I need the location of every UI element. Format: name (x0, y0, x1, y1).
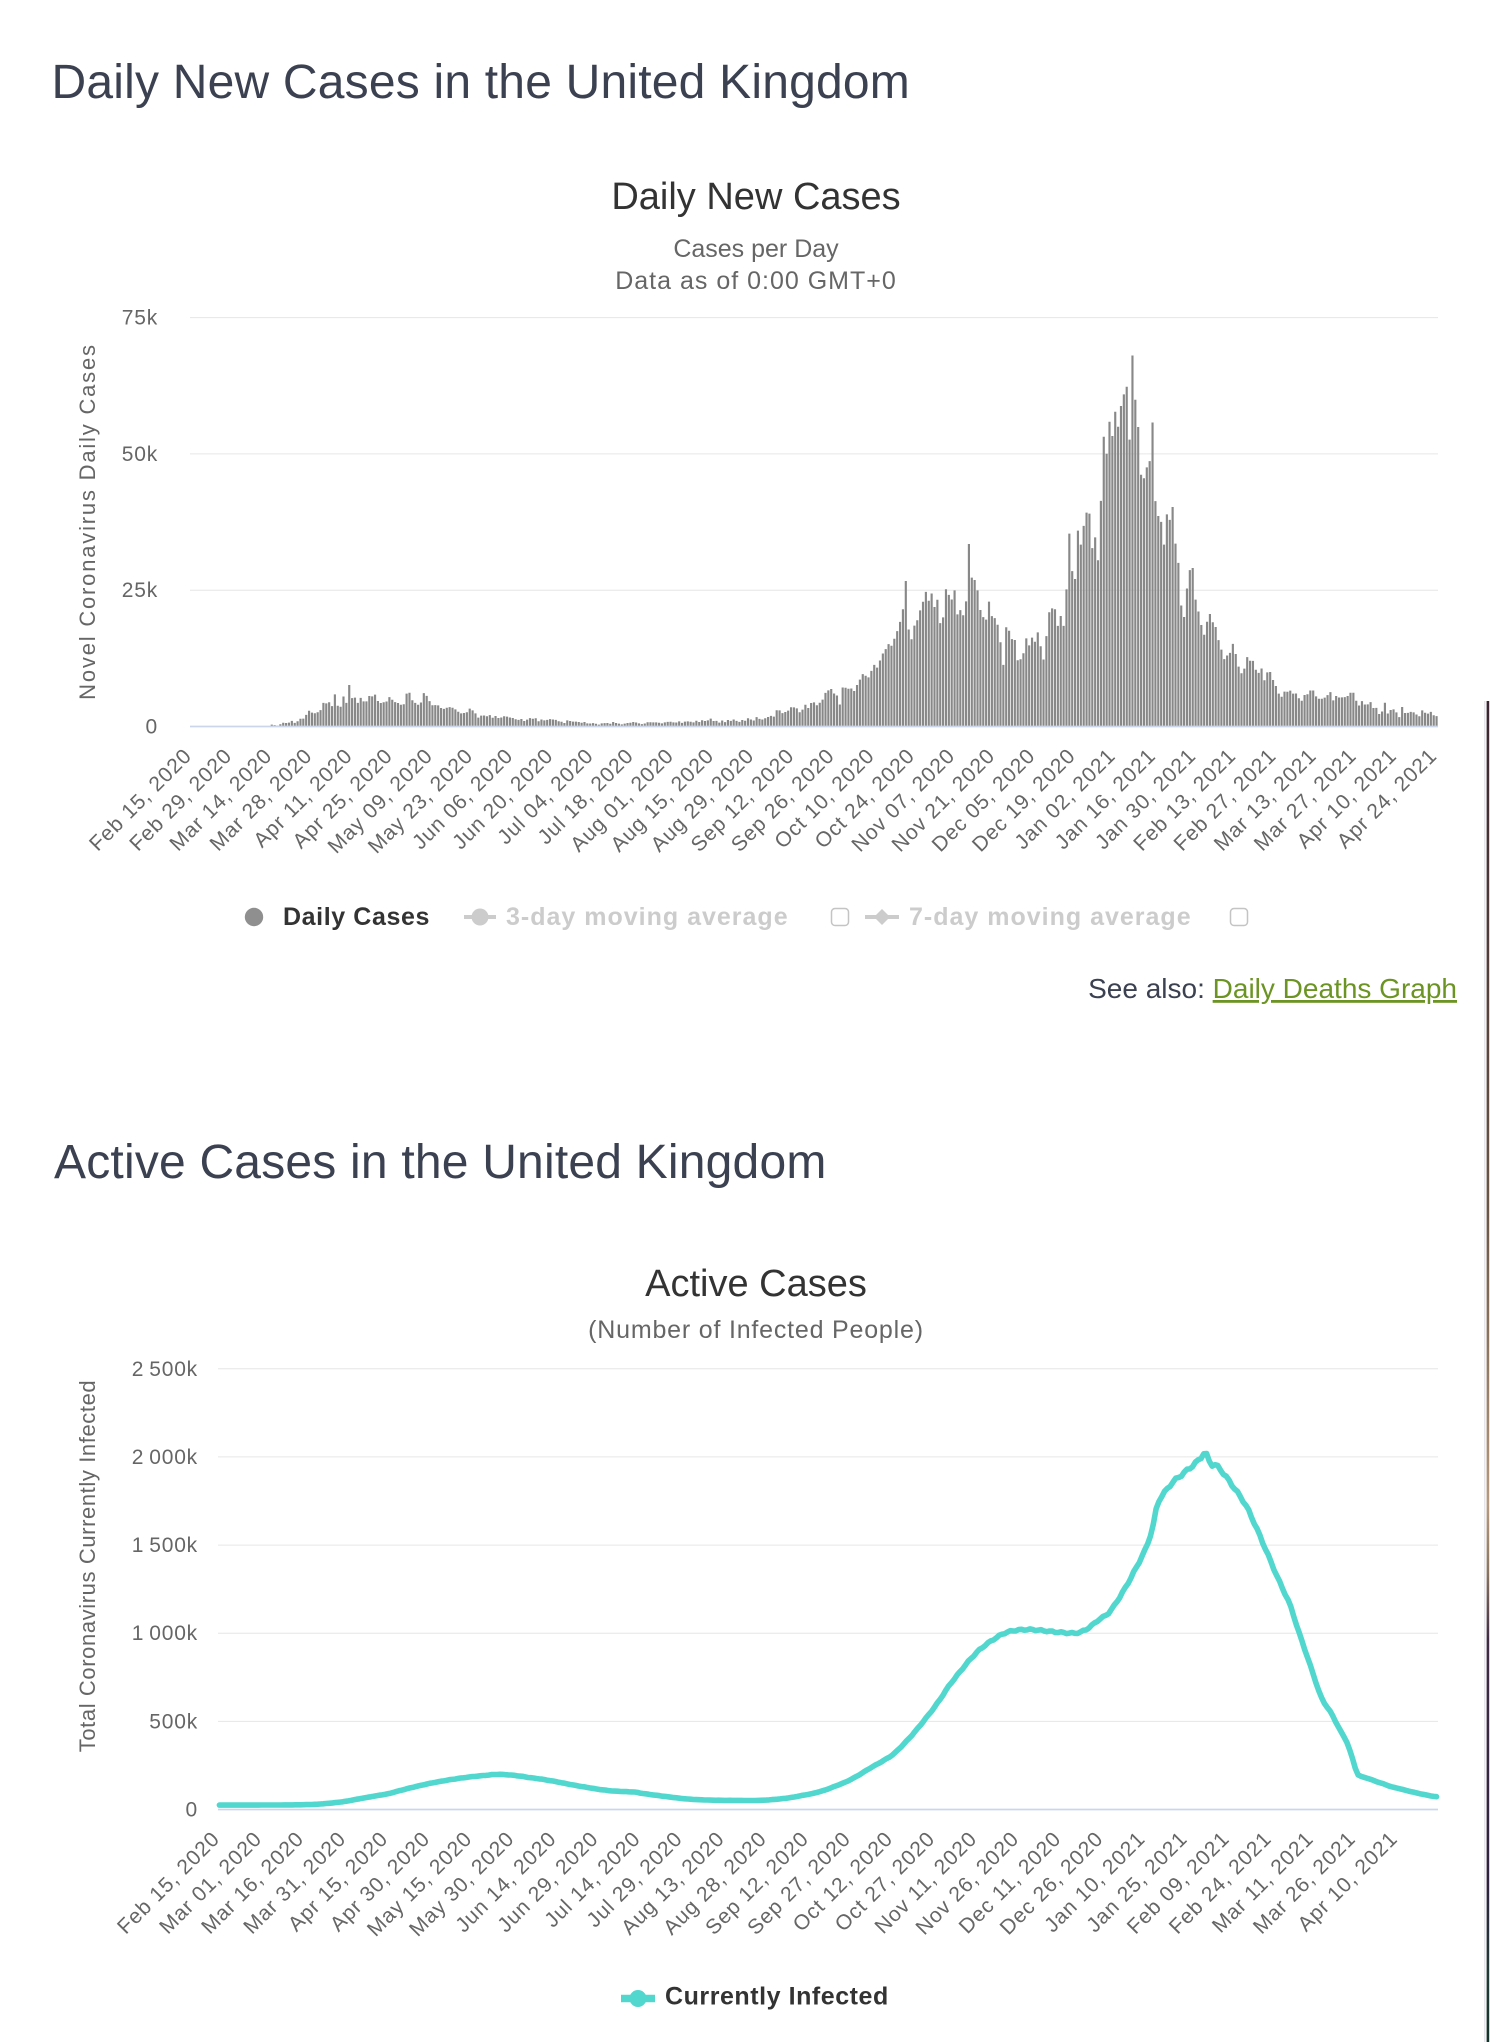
svg-text:25k: 25k (122, 579, 158, 602)
svg-text:7-day moving average: 7-day moving average (909, 903, 1192, 931)
svg-text:Active Cases in the United Kin: Active Cases in the United Kingdom (54, 1136, 827, 1189)
svg-text:Daily New Cases: Daily New Cases (611, 176, 900, 218)
svg-text:50k: 50k (122, 443, 158, 466)
svg-text:Novel Coronavirus Daily Cases: Novel Coronavirus Daily Cases (75, 343, 100, 700)
svg-text:Currently Infected: Currently Infected (665, 1983, 889, 2011)
svg-text:0: 0 (186, 1799, 198, 1822)
svg-text:500k: 500k (149, 1710, 198, 1733)
svg-text:1 000k: 1 000k (132, 1622, 198, 1645)
svg-text:75k: 75k (122, 307, 158, 330)
svg-text:Total Coronavirus Currently In: Total Coronavirus Currently Infected (75, 1380, 100, 1753)
svg-text:Daily New Cases in the United: Daily New Cases in the United Kingdom (52, 56, 910, 109)
svg-text:1 500k: 1 500k (132, 1534, 198, 1557)
svg-text:Active Cases: Active Cases (645, 1263, 867, 1305)
svg-text:Daily Cases: Daily Cases (283, 903, 430, 931)
svg-text:Data as of 0:00 GMT+0: Data as of 0:00 GMT+0 (615, 267, 897, 295)
svg-text:0: 0 (146, 716, 158, 739)
svg-text:2 500k: 2 500k (132, 1358, 198, 1381)
svg-text:(Number of Infected People): (Number of Infected People) (588, 1316, 924, 1344)
svg-text:See also: Daily Deaths Graph: See also: Daily Deaths Graph (1088, 973, 1457, 1004)
svg-text:Cases per Day: Cases per Day (673, 235, 839, 263)
svg-text:2 000k: 2 000k (132, 1446, 198, 1469)
svg-text:3-day moving average: 3-day moving average (506, 903, 789, 931)
